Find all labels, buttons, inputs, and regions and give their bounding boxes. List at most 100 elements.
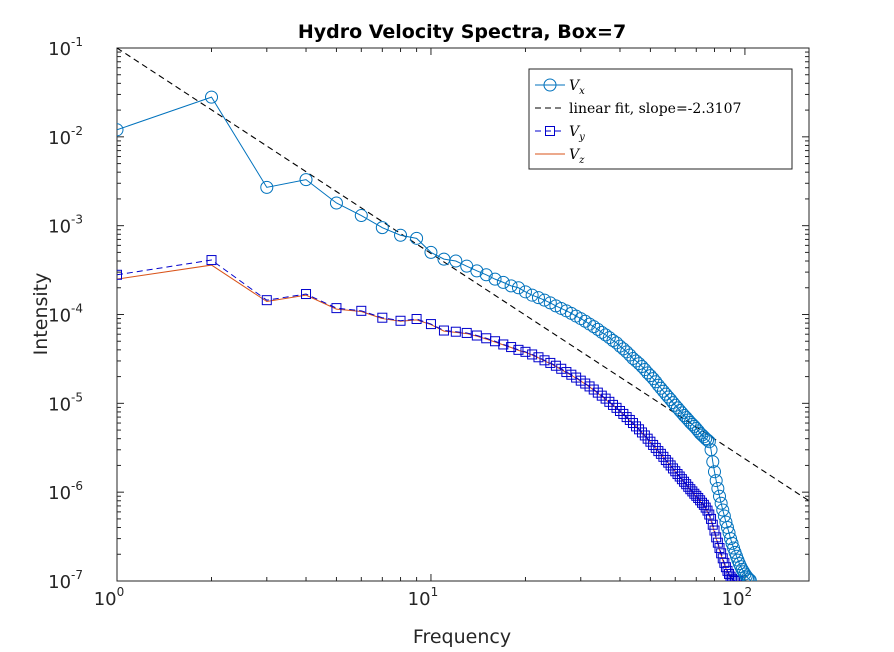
vy-point — [648, 439, 659, 450]
y-axis-label: Intensity — [30, 273, 52, 356]
vx-point — [649, 375, 663, 389]
vx-point — [424, 245, 438, 259]
vy-point — [634, 424, 645, 435]
vy-point — [450, 326, 461, 337]
vx-point — [449, 254, 463, 268]
vx-series — [117, 90, 757, 581]
legend-label: Vx — [569, 78, 585, 97]
vy-series — [117, 255, 743, 581]
vy-point — [117, 269, 122, 280]
axis-ticks — [116, 47, 809, 582]
vx-point — [666, 396, 680, 410]
vy-point — [727, 573, 738, 581]
y-tick-label: 10-6 — [48, 479, 83, 504]
vy-point — [461, 327, 472, 338]
vx-point — [394, 228, 408, 242]
x-tick-label: 100 — [94, 585, 125, 610]
vy-point — [732, 576, 743, 581]
vx-point — [479, 268, 493, 282]
vy-point — [636, 427, 647, 438]
vx-point — [595, 325, 609, 339]
vy-point — [331, 303, 342, 314]
vx-point — [707, 465, 721, 479]
vy-point — [301, 289, 312, 300]
y-tick-label: 10-7 — [48, 568, 83, 593]
vx-point — [719, 515, 733, 529]
chart-title: Hydro Velocity Spectra, Box=7 — [298, 21, 626, 43]
vy-point — [709, 525, 720, 536]
vx-point — [410, 231, 424, 245]
vy-series-line — [117, 259, 738, 581]
fit-series — [117, 48, 809, 502]
vx-point — [531, 291, 545, 305]
vy-point — [533, 352, 544, 363]
vy-point — [706, 513, 717, 524]
vy-point — [639, 430, 650, 441]
vy-point — [498, 339, 509, 350]
vx-point — [699, 432, 713, 446]
vy-point — [545, 357, 556, 368]
y-tick-label: 10-1 — [48, 35, 83, 60]
fit-series-line — [117, 48, 809, 502]
vy-point — [206, 255, 217, 266]
vy-point — [550, 360, 561, 371]
vy-point — [539, 355, 550, 366]
vy-point — [621, 412, 632, 423]
y-tick-label: 10-5 — [48, 390, 83, 415]
vx-point — [525, 288, 539, 302]
vy-point — [556, 363, 567, 374]
vy-point — [520, 346, 531, 357]
vx-point — [743, 573, 757, 581]
vx-point — [470, 264, 484, 278]
vy-point — [712, 537, 723, 548]
vx-point — [716, 503, 730, 517]
vx-point — [518, 285, 532, 299]
vy-point — [395, 315, 406, 326]
x-tick-label: 101 — [408, 585, 439, 610]
vx-point — [739, 569, 753, 581]
vy-point — [604, 396, 615, 407]
x-axis-label: Frequency — [413, 626, 511, 648]
legend: Vx linear fit, slope=-2.3107 Vy Vz — [528, 68, 793, 170]
plot-area — [117, 48, 809, 581]
legend-label: linear fit, slope=-2.3107 — [569, 101, 741, 117]
vy-point — [607, 399, 618, 410]
vx-point — [673, 404, 687, 418]
vy-point — [527, 349, 538, 360]
legend-box — [528, 68, 793, 170]
vy-point — [716, 548, 727, 559]
vy-point — [611, 402, 622, 413]
vx-point — [496, 275, 510, 289]
y-tick-label: 10-3 — [48, 213, 83, 238]
vx-point — [706, 455, 720, 469]
vx-point — [260, 180, 274, 194]
vy-point — [600, 393, 611, 404]
legend-label: Vy — [569, 124, 585, 143]
vy-point — [631, 421, 642, 432]
vx-point — [671, 401, 685, 415]
vx-point — [538, 293, 552, 307]
vy-point — [650, 442, 661, 453]
vy-point — [425, 319, 436, 330]
vy-point — [614, 405, 625, 416]
x-tick-label: 102 — [722, 585, 753, 610]
vx-point — [702, 435, 716, 449]
vx-point — [714, 496, 728, 510]
vx-point — [504, 279, 518, 293]
vy-point — [728, 575, 739, 581]
vx-point — [602, 331, 616, 345]
vx-point — [742, 572, 756, 581]
vy-point — [377, 312, 388, 323]
vy-point — [411, 313, 422, 324]
vx-point — [700, 433, 714, 447]
y-tick-label: 10-2 — [48, 124, 83, 149]
vy-point — [714, 543, 725, 554]
vy-point — [624, 414, 635, 425]
vy-point — [356, 305, 367, 316]
vy-point — [653, 446, 664, 457]
vx-point — [646, 372, 660, 386]
vy-point — [698, 499, 709, 510]
vy-point — [513, 344, 524, 355]
vx-point — [205, 90, 219, 104]
vy-point — [642, 433, 653, 444]
